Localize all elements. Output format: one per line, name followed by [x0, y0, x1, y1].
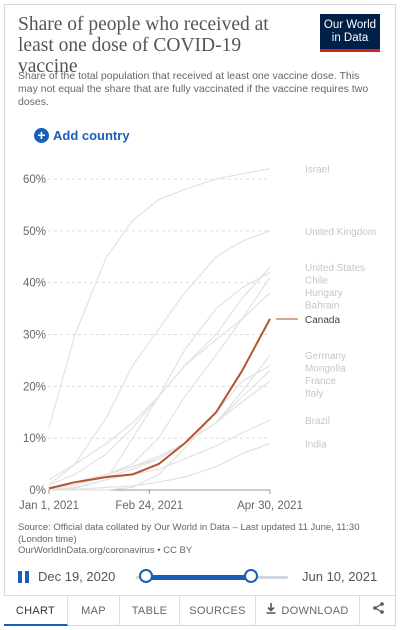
tab-sources[interactable]: SOURCES: [180, 596, 256, 626]
y-tick-label: 30%: [23, 330, 46, 342]
share-icon: [372, 596, 384, 626]
tab-map[interactable]: MAP: [68, 596, 120, 626]
series-label: United Kingdom: [305, 227, 376, 238]
series-label: Bahrain: [305, 301, 339, 312]
chart-subtitle: Share of the total population that recei…: [18, 70, 369, 108]
y-tick-label: 20%: [23, 381, 46, 393]
series-label: Italy: [305, 389, 323, 400]
timeline-end-handle[interactable]: [244, 569, 258, 583]
series-line-france: [48, 370, 271, 491]
logo-line-1: Our World: [323, 19, 377, 31]
owid-logo[interactable]: Our World in Data: [320, 14, 380, 52]
x-tick-label: Feb 24, 2021: [115, 500, 183, 512]
add-country-label: Add country: [53, 128, 130, 143]
y-tick-label: 50%: [23, 226, 46, 238]
tab-table[interactable]: TABLE: [120, 596, 180, 626]
series-label: India: [305, 439, 327, 450]
chart-title: Share of people who received at least on…: [18, 14, 269, 77]
share-button[interactable]: [360, 596, 396, 626]
series-line-india: [48, 442, 271, 491]
series-line-brazil: [48, 419, 271, 491]
timeline-start-date: Dec 19, 2020: [38, 569, 116, 584]
series-label: France: [305, 376, 337, 387]
timeline-start-handle[interactable]: [139, 569, 153, 583]
series-line-israel: [48, 168, 271, 428]
tab-download[interactable]: DOWNLOAD: [256, 596, 360, 626]
series-label: Canada: [305, 315, 340, 326]
tab-chart[interactable]: CHART: [4, 596, 68, 626]
tab-bar: CHART MAP TABLE SOURCES DOWNLOAD: [4, 595, 396, 627]
plus-circle-icon: +: [34, 128, 49, 143]
series-label: Hungary: [305, 288, 343, 299]
y-tick-label: 10%: [23, 433, 46, 445]
series-line-canada: [48, 318, 271, 490]
source-url[interactable]: OurWorldInData.org/coronavirus • CC BY: [18, 545, 193, 556]
series-label: Germany: [305, 351, 346, 362]
download-icon: [266, 596, 276, 626]
series-line-hungary: [48, 277, 271, 490]
pause-icon[interactable]: [18, 571, 30, 583]
source-text: Source: Official data collated by Our Wo…: [18, 522, 360, 545]
y-tick-label: 60%: [23, 174, 46, 186]
x-tick-label: Jan 1, 2021: [19, 500, 79, 512]
timeline-range: [146, 575, 252, 580]
timeline: Dec 19, 2020 Jun 10, 2021: [0, 565, 400, 591]
series-line-mongolia: [49, 365, 271, 491]
line-chart: 0% 10% 20% 30% 40% 50% 60% Jan 1, 2021 Feb 24, 2…: [19, 165, 376, 512]
series-label: Brazil: [305, 416, 330, 427]
source-note: Source: Official data collated by Our Wo…: [18, 522, 378, 557]
series-label: United States: [305, 263, 365, 274]
series-line-united-states: [48, 266, 271, 486]
chart-card: [4, 4, 396, 626]
series-line-bahrain: [48, 292, 271, 481]
add-country-button[interactable]: + Add country: [34, 128, 130, 143]
timeline-end-date: Jun 10, 2021: [302, 569, 378, 584]
x-tick-label: Apr 30, 2021: [237, 500, 303, 512]
y-tick-label: 0%: [29, 485, 46, 497]
series-label: Israel: [305, 165, 329, 176]
logo-line-2: in Data: [331, 32, 369, 44]
series-line-united-kingdom: [48, 230, 271, 486]
download-label: DOWNLOAD: [281, 605, 349, 617]
series-label: Mongolia: [305, 364, 346, 375]
y-tick-label: 40%: [23, 278, 46, 290]
series-label: Chile: [305, 276, 328, 287]
